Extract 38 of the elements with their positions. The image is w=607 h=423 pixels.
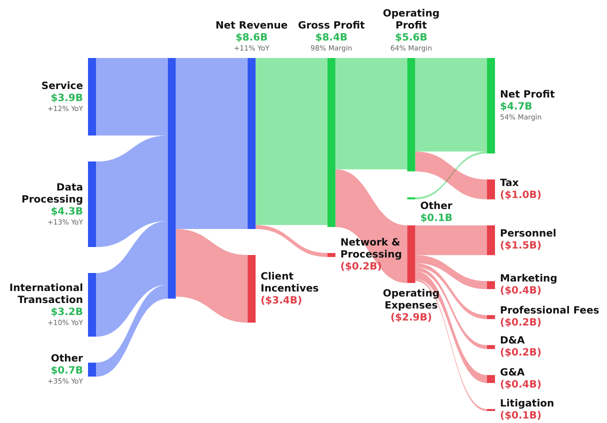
category-label: Other bbox=[420, 200, 452, 212]
data-label: $5.6B bbox=[395, 32, 428, 44]
category-label: International Transaction bbox=[9, 282, 83, 306]
category-label: Service bbox=[41, 80, 84, 92]
data-label: ($1.0B) bbox=[500, 190, 542, 201]
data-label: ($2.9B) bbox=[390, 312, 432, 324]
data-label: ($0.2B) bbox=[500, 318, 542, 329]
category-label: Personnel bbox=[500, 228, 556, 240]
category-label: Litigation bbox=[500, 398, 554, 410]
category-label: Gross Profit bbox=[298, 20, 365, 32]
data-label: $4.7B bbox=[500, 102, 532, 113]
category-label: G&A bbox=[500, 368, 525, 379]
data-label: $0.7B bbox=[50, 366, 83, 377]
category-label: Tax bbox=[500, 178, 520, 189]
category-label: Net Profit bbox=[500, 90, 555, 101]
data-label: ($3.4B) bbox=[260, 295, 302, 306]
category-label: Other bbox=[50, 354, 84, 365]
category-label: Operating Profit bbox=[382, 8, 440, 32]
category-label: Client Incentives bbox=[260, 271, 319, 294]
category-label: Data Processing bbox=[22, 182, 83, 206]
category-label: Professional Fees bbox=[500, 306, 600, 317]
category-label: Network & Processing bbox=[340, 238, 402, 260]
data-label: ($1.5B) bbox=[500, 240, 542, 252]
data-label: ($0.4B) bbox=[500, 380, 542, 391]
category-label: Operating Expenses bbox=[382, 288, 440, 312]
data-label: ($0.1B) bbox=[500, 410, 542, 422]
data-label: ($0.4B) bbox=[500, 286, 542, 297]
data-label: ($0.2B) bbox=[500, 348, 542, 359]
data-label: $8.4B bbox=[315, 32, 348, 44]
data-label: ($0.2B) bbox=[340, 262, 382, 272]
category-label: Marketing bbox=[500, 274, 558, 285]
data-label: $3.2B bbox=[50, 306, 83, 318]
data-label: $8.6B bbox=[235, 32, 268, 44]
data-label: $4.3B bbox=[50, 206, 83, 218]
category-label: D&A bbox=[500, 336, 526, 347]
data-label: $0.1B bbox=[420, 212, 452, 224]
category-label: Net Revenue bbox=[215, 20, 288, 32]
data-label: $3.9B bbox=[50, 92, 83, 104]
